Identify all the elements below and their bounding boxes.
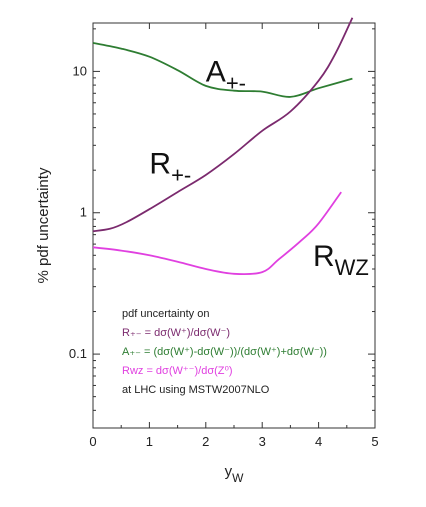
series-labels: A+- R+- RWZ xyxy=(149,55,368,280)
x-tick-label: 3 xyxy=(259,434,266,449)
legend-line-2: A₊₋ = (dσ(W⁺)-dσ(W⁻))/(dσ(W⁺)+dσ(W⁻)) xyxy=(122,346,327,358)
y-axis-title: % pdf uncertainty xyxy=(35,167,52,283)
series-line-1 xyxy=(92,17,354,233)
legend-line-0: pdf uncertainty on xyxy=(122,308,209,320)
series-label-2: RWZ xyxy=(313,240,369,280)
series-line-0 xyxy=(92,42,353,98)
y-tick-label: 10 xyxy=(73,63,87,78)
x-axis-title: yW xyxy=(225,463,245,485)
series-line-2 xyxy=(92,191,342,276)
legend-line-4: at LHC using MSTW2007NLO xyxy=(122,384,270,396)
x-axis: 0 1 2 3 4 5 xyxy=(89,23,379,449)
legend-line-1: R₊₋ = dσ(W⁺)/dσ(W⁻) xyxy=(122,327,230,339)
legend: pdf uncertainty on R₊₋ = dσ(W⁺)/dσ(W⁻) A₊₋… xyxy=(122,308,327,396)
series-label-0: A+- xyxy=(206,55,246,95)
x-tick-label: 2 xyxy=(202,434,209,449)
y-axis: 0.1 1 10 xyxy=(69,28,375,411)
y-tick-label: 0.1 xyxy=(69,346,87,361)
series-label-1: R+- xyxy=(149,147,191,187)
y-tick-label: 1 xyxy=(80,205,87,220)
x-tick-label: 4 xyxy=(315,434,322,449)
series-lines xyxy=(92,17,354,276)
x-tick-label: 5 xyxy=(371,434,378,449)
x-tick-label: 0 xyxy=(89,434,96,449)
legend-line-3: Rᴡᴢ = dσ(W⁺⁻)/dσ(Z⁰) xyxy=(122,365,233,377)
x-tick-label: 1 xyxy=(146,434,153,449)
